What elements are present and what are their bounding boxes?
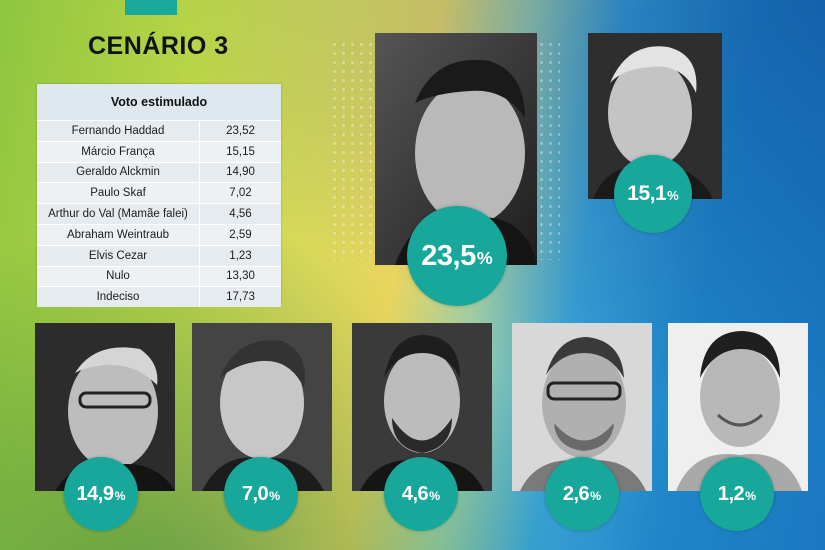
candidate-name: Geraldo Alckmin bbox=[37, 162, 200, 183]
vote-table: Voto estimulado Fernando Haddad 23,52 Már… bbox=[37, 84, 281, 308]
franca-photo bbox=[588, 33, 722, 199]
table-row: Indeciso 17,73 bbox=[37, 286, 281, 308]
table-row: Márcio França 15,15 bbox=[37, 140, 281, 162]
candidate-value: 14,90 bbox=[226, 166, 255, 179]
scenario-title: CENÁRIO 3 bbox=[88, 32, 229, 60]
candidate-name: Indeciso bbox=[37, 287, 200, 308]
table-row: Elvis Cezar 1,23 bbox=[37, 244, 281, 266]
arthur-percent-badge: 4,6% bbox=[384, 457, 458, 531]
candidate-name: Nulo bbox=[37, 266, 200, 287]
candidate-name: Márcio França bbox=[37, 141, 200, 162]
table-header: Voto estimulado bbox=[37, 84, 281, 120]
badge-percent-sign: % bbox=[590, 488, 602, 503]
badge-value: 23,5 bbox=[421, 239, 476, 272]
table-row: Geraldo Alckmin 14,90 bbox=[37, 161, 281, 183]
candidate-value: 2,59 bbox=[229, 228, 252, 241]
badge-percent-sign: % bbox=[745, 488, 757, 503]
badge-percent-sign: % bbox=[476, 247, 493, 268]
badge-percent-sign: % bbox=[269, 488, 281, 503]
table-row: Arthur do Val (Mamãe falei) 4,56 bbox=[37, 203, 281, 224]
haddad-percent-badge: 23,5% bbox=[407, 206, 507, 306]
candidate-name: Arthur do Val (Mamãe falei) bbox=[37, 204, 200, 224]
badge-value: 7,0 bbox=[241, 482, 269, 505]
badge-percent-sign: % bbox=[114, 488, 126, 503]
candidate-value: 15,15 bbox=[226, 145, 255, 158]
table-body: Fernando Haddad 23,52 Márcio França 15,15 … bbox=[37, 120, 281, 308]
badge-percent-sign: % bbox=[667, 188, 679, 204]
weintraub-percent-badge: 2,6% bbox=[545, 457, 619, 531]
candidate-value: 1,23 bbox=[229, 249, 252, 262]
candidate-name: Paulo Skaf bbox=[37, 183, 200, 204]
candidate-name: Abraham Weintraub bbox=[37, 224, 200, 245]
badge-value: 2,6 bbox=[562, 482, 590, 505]
candidate-name: Elvis Cezar bbox=[37, 245, 200, 266]
badge-value: 1,2 bbox=[717, 482, 745, 505]
candidate-value: 23,52 bbox=[226, 124, 255, 137]
candidate-name: Fernando Haddad bbox=[37, 121, 200, 141]
skaf-photo bbox=[192, 323, 332, 491]
top-tab-marker bbox=[125, 0, 177, 15]
table-row: Paulo Skaf 7,02 bbox=[37, 182, 281, 204]
table-row: Fernando Haddad 23,52 bbox=[37, 120, 281, 141]
table-row: Abraham Weintraub 2,59 bbox=[37, 223, 281, 245]
badge-value: 4,6 bbox=[401, 482, 429, 505]
elvis-percent-badge: 1,2% bbox=[700, 457, 774, 531]
badge-value: 14,9 bbox=[76, 482, 114, 505]
badge-value: 15,1 bbox=[627, 182, 667, 205]
badge-percent-sign: % bbox=[429, 488, 441, 503]
candidate-value: 4,56 bbox=[229, 208, 252, 221]
candidate-value: 7,02 bbox=[229, 187, 252, 200]
franca-percent-badge: 15,1% bbox=[614, 155, 692, 233]
table-row: Nulo 13,30 bbox=[37, 265, 281, 287]
candidate-value: 17,73 bbox=[226, 291, 255, 304]
alckmin-percent-badge: 14,9% bbox=[64, 457, 138, 531]
candidate-value: 13,30 bbox=[226, 270, 255, 283]
skaf-percent-badge: 7,0% bbox=[224, 457, 298, 531]
